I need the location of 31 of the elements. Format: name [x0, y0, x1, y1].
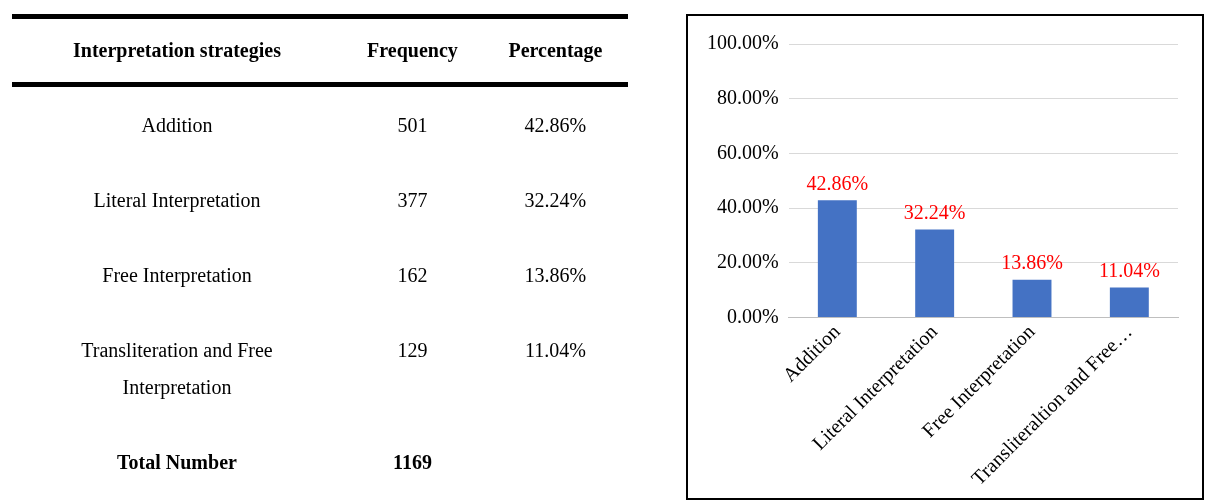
data-label: 1169 — [392, 450, 433, 475]
data-label: 129 — [396, 338, 429, 363]
text: Frequency — [366, 38, 459, 64]
y-tick-label: 40.00% — [716, 195, 779, 218]
y-tick-label: 100.00% — [706, 31, 779, 54]
data-label: 32.24% — [903, 200, 966, 223]
y-tick-label: 80.00% — [716, 85, 779, 108]
bar — [817, 200, 857, 318]
bar — [915, 229, 955, 318]
text: Percentage — [507, 38, 604, 64]
data-label: 42.86% — [806, 171, 869, 194]
y-tick-label: 60.00% — [716, 140, 779, 163]
data-label: 377 — [396, 188, 429, 213]
data-label: 13.86% — [523, 263, 588, 288]
bar — [1109, 287, 1149, 318]
data-label: 11.04% — [1098, 258, 1160, 281]
data-label: 162 — [396, 263, 429, 288]
data-label: 42.86% — [523, 113, 588, 138]
category-label: Total Number — [116, 450, 238, 475]
data-label: 11.04% — [524, 338, 587, 363]
category-label: Free Interpretation — [101, 263, 253, 289]
y-tick-label: 0.00% — [726, 304, 779, 327]
text: Interpretation strategies — [72, 38, 282, 64]
category-label: Addition — [140, 113, 214, 138]
data-label: 13.86% — [1001, 250, 1063, 273]
y-tick-label: 20.00% — [716, 250, 779, 273]
category-label: Transliteration and Free Interpretation — [80, 338, 274, 401]
bar — [1012, 279, 1052, 318]
category-label: Literal Interpretation — [92, 188, 262, 214]
data-label: 32.24% — [523, 188, 588, 213]
data-label: 501 — [396, 113, 429, 138]
